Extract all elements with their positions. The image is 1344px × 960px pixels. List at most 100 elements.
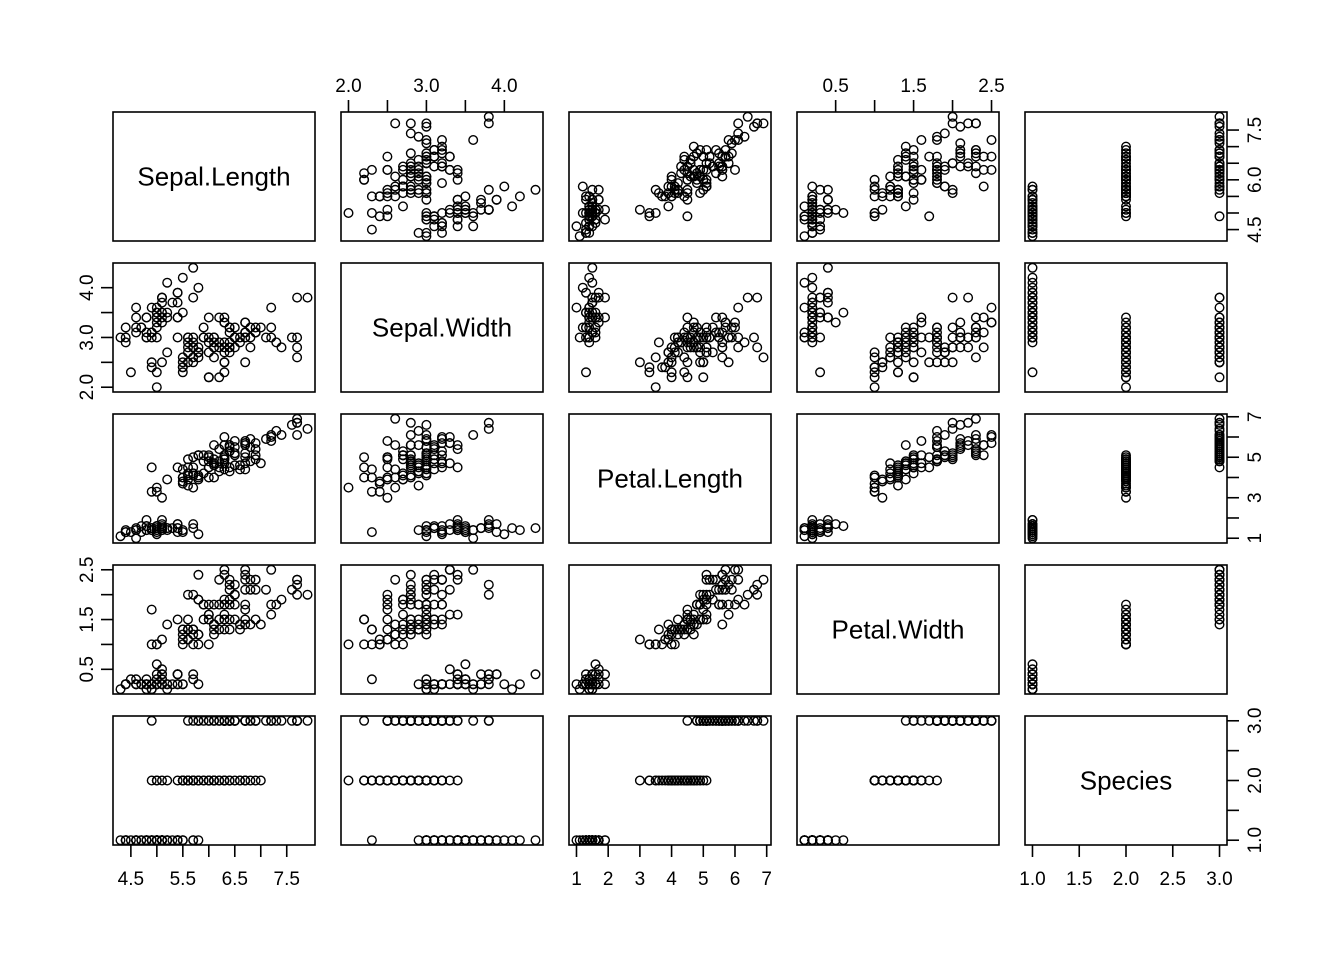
data-point: [398, 619, 409, 630]
data-point: [701, 775, 712, 786]
data-point: [483, 715, 494, 726]
data-point: [390, 619, 401, 630]
data-point: [405, 715, 416, 726]
data-point: [156, 664, 167, 675]
data-point: [507, 684, 518, 695]
data-point: [577, 679, 588, 690]
data-point: [707, 574, 718, 585]
data-point: [807, 204, 818, 215]
data-point: [726, 332, 737, 343]
data-point: [986, 715, 997, 726]
data-point: [214, 624, 225, 635]
data-point: [156, 634, 167, 645]
data-point: [807, 292, 818, 303]
data-point: [908, 775, 919, 786]
data-point: [581, 191, 592, 202]
data-point: [188, 629, 199, 640]
data-point: [581, 322, 592, 333]
axis-tick-label: 2.5: [77, 557, 98, 583]
data-point: [688, 317, 699, 328]
data-point: [514, 525, 525, 536]
data-point: [405, 148, 416, 159]
data-point: [711, 144, 722, 155]
data-point: [208, 352, 219, 363]
data-point: [177, 367, 188, 378]
data-point: [167, 679, 178, 690]
data-point: [669, 332, 680, 343]
data-point: [224, 599, 235, 610]
data-point: [483, 579, 494, 590]
data-point: [704, 151, 715, 162]
data-point: [869, 775, 880, 786]
data-point: [405, 168, 416, 179]
data-point: [939, 357, 950, 368]
data-point: [1120, 171, 1131, 182]
data-point: [1214, 327, 1225, 338]
data-point: [1120, 154, 1131, 165]
data-point: [758, 352, 769, 363]
data-point: [877, 191, 888, 202]
data-point: [499, 835, 510, 846]
data-point: [250, 454, 261, 465]
data-point: [499, 679, 510, 690]
data-point: [271, 715, 282, 726]
data-point: [970, 118, 981, 129]
data-point: [970, 430, 981, 441]
panel-box: [340, 111, 544, 242]
data-point: [1027, 679, 1038, 690]
data-point: [916, 715, 927, 726]
data-point: [679, 367, 690, 378]
data-point: [584, 332, 595, 343]
data-point: [405, 470, 416, 481]
data-point: [405, 629, 416, 640]
data-point: [1120, 144, 1131, 155]
data-point: [162, 619, 173, 630]
data-point: [382, 164, 393, 175]
data-point: [229, 614, 240, 625]
data-point: [807, 835, 818, 846]
data-point: [660, 634, 671, 645]
data-point: [1120, 148, 1131, 159]
data-point: [634, 204, 645, 215]
data-point: [799, 277, 810, 288]
data-point: [666, 342, 677, 353]
data-point: [151, 312, 162, 323]
data-point: [672, 337, 683, 348]
data-point: [1120, 161, 1131, 172]
data-point: [266, 609, 277, 620]
data-point: [219, 564, 230, 575]
data-point: [1120, 317, 1131, 328]
data-point: [691, 342, 702, 353]
data-point: [146, 835, 157, 846]
data-point: [574, 684, 585, 695]
data-point: [666, 367, 677, 378]
data-point: [584, 221, 595, 232]
data-point: [717, 342, 728, 353]
data-point: [156, 669, 167, 680]
data-point: [717, 584, 728, 595]
data-point: [947, 448, 958, 459]
data-point: [571, 835, 582, 846]
data-point: [141, 525, 152, 536]
data-point: [679, 352, 690, 363]
data-point: [188, 342, 199, 353]
data-point: [947, 417, 958, 428]
data-point: [177, 679, 188, 690]
data-point: [838, 207, 849, 218]
data-point: [1120, 619, 1131, 630]
data-point: [717, 569, 728, 580]
data-point: [908, 151, 919, 162]
data-point: [193, 529, 204, 540]
data-point: [1214, 151, 1225, 162]
data-point: [398, 201, 409, 212]
data-point: [653, 337, 664, 348]
data-point: [421, 679, 432, 690]
data-point: [507, 835, 518, 846]
data-point: [188, 452, 199, 463]
data-point: [240, 775, 251, 786]
data-point: [120, 527, 131, 538]
data-point: [698, 614, 709, 625]
data-point: [162, 277, 173, 288]
data-point: [749, 332, 760, 343]
